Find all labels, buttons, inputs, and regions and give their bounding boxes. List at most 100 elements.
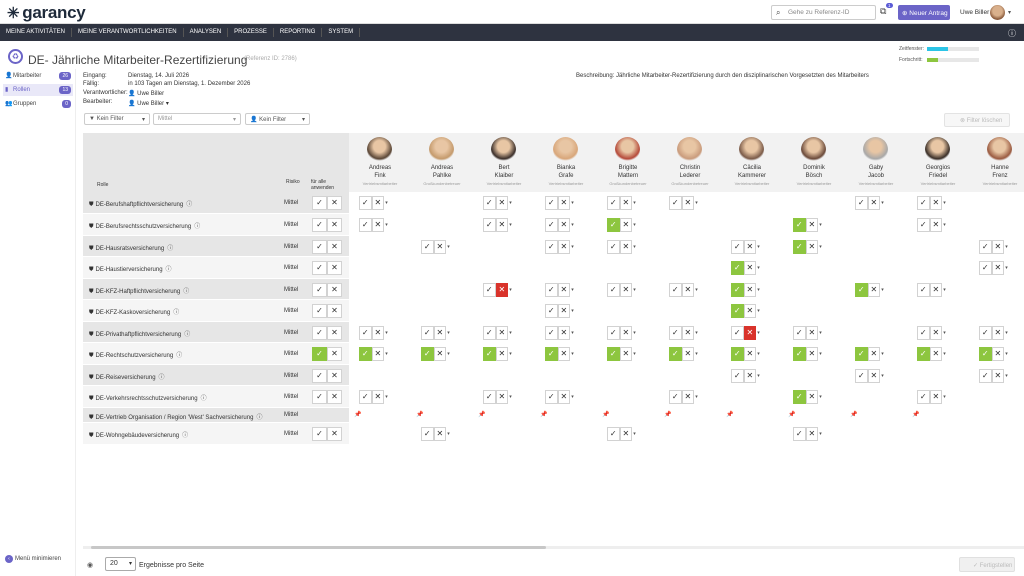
- reject-icon[interactable]: ✕: [371, 326, 385, 340]
- person-header[interactable]: Andreas Pahlke Großkundenbetreuer: [411, 133, 473, 192]
- chevron-down-icon[interactable]: ▾: [757, 265, 760, 271]
- reject-icon[interactable]: ✕: [929, 218, 943, 232]
- reject-icon[interactable]: ✕: [557, 240, 571, 254]
- chevron-down-icon[interactable]: ▾: [1005, 330, 1008, 336]
- reject-icon[interactable]: ✕: [619, 218, 633, 232]
- approve-icon[interactable]: ✓: [483, 283, 496, 297]
- reject-icon[interactable]: ✕: [743, 261, 757, 275]
- reject-icon[interactable]: ✕: [371, 347, 385, 361]
- person-header[interactable]: Bianka Grafe Vertriebsmitarbeiter: [535, 133, 597, 192]
- chevron-down-icon[interactable]: ▾: [757, 373, 760, 379]
- approve-icon[interactable]: ✓: [359, 196, 372, 210]
- chevron-down-icon[interactable]: ▾: [1008, 10, 1012, 16]
- chevron-down-icon[interactable]: ▾: [819, 244, 822, 250]
- approve-icon[interactable]: ✓: [312, 218, 327, 232]
- role-name[interactable]: ⛊ DE-Privathaftpflichtversicherung ⓘ: [89, 329, 190, 339]
- reject-icon[interactable]: ✕: [433, 347, 447, 361]
- approve-icon[interactable]: ✓: [731, 369, 744, 383]
- chevron-down-icon[interactable]: ▾: [385, 222, 388, 228]
- chevron-down-icon[interactable]: ▾: [819, 330, 822, 336]
- reject-icon[interactable]: ✕: [805, 326, 819, 340]
- approve-icon[interactable]: ✓: [669, 326, 682, 340]
- info-icon[interactable]: ⓘ: [200, 396, 207, 402]
- approve-icon[interactable]: ✓: [359, 326, 372, 340]
- approve-icon[interactable]: ✓: [607, 326, 620, 340]
- approve-icon[interactable]: ✓: [979, 369, 992, 383]
- approve-icon[interactable]: ✓: [731, 347, 744, 361]
- chevron-down-icon[interactable]: ▾: [943, 330, 946, 336]
- approve-icon[interactable]: ✓: [793, 218, 806, 232]
- chevron-down-icon[interactable]: ▾: [509, 200, 512, 206]
- nav-item-3[interactable]: PROZESSE: [228, 28, 274, 37]
- info-icon[interactable]: ⓘ: [173, 310, 180, 316]
- pin-icon[interactable]: 📌: [354, 412, 362, 418]
- approve-icon[interactable]: ✓: [607, 218, 620, 232]
- reject-icon[interactable]: ✕: [743, 326, 757, 340]
- approve-icon[interactable]: ✓: [607, 347, 620, 361]
- approve-icon[interactable]: ✓: [421, 240, 434, 254]
- reject-icon[interactable]: ✕: [495, 218, 509, 232]
- reject-icon[interactable]: ✕: [371, 196, 385, 210]
- info-icon[interactable]: ⓘ: [1008, 29, 1016, 38]
- chevron-down-icon[interactable]: ▾: [633, 244, 636, 250]
- chevron-down-icon[interactable]: ▾: [447, 351, 450, 357]
- approve-icon[interactable]: ✓: [312, 390, 327, 404]
- reject-icon[interactable]: ✕: [371, 218, 385, 232]
- info-icon[interactable]: ⓘ: [256, 415, 263, 421]
- role-name[interactable]: ⛊ DE-Reiseversicherung ⓘ: [89, 372, 165, 382]
- approve-icon[interactable]: ✓: [855, 369, 868, 383]
- reject-icon[interactable]: ✕: [495, 326, 509, 340]
- reject-icon[interactable]: ✕: [867, 347, 881, 361]
- approve-icon[interactable]: ✓: [483, 390, 496, 404]
- approve-icon[interactable]: ✓: [793, 240, 806, 254]
- approve-icon[interactable]: ✓: [979, 261, 992, 275]
- approve-icon[interactable]: ✓: [545, 347, 558, 361]
- approve-icon[interactable]: ✓: [607, 240, 620, 254]
- approve-icon[interactable]: ✓: [669, 196, 682, 210]
- info-icon[interactable]: ⓘ: [182, 433, 189, 439]
- reject-icon[interactable]: ✕: [433, 427, 447, 441]
- nav-item-2[interactable]: ANALYSEN: [184, 28, 229, 37]
- role-name[interactable]: ⛊ DE-Berufsrechtsschutzversicherung ⓘ: [89, 221, 200, 231]
- approve-icon[interactable]: ✓: [359, 390, 372, 404]
- chevron-down-icon[interactable]: ▾: [571, 394, 574, 400]
- approve-icon[interactable]: ✓: [545, 283, 558, 297]
- horizontal-scrollbar[interactable]: [83, 546, 1024, 549]
- approve-icon[interactable]: ✓: [312, 304, 327, 318]
- reject-icon[interactable]: ✕: [619, 240, 633, 254]
- reject-icon[interactable]: ✕: [327, 326, 342, 340]
- reject-icon[interactable]: ✕: [805, 347, 819, 361]
- approve-icon[interactable]: ✓: [312, 326, 327, 340]
- approve-icon[interactable]: ✓: [731, 261, 744, 275]
- approve-icon[interactable]: ✓: [669, 283, 682, 297]
- reject-icon[interactable]: ✕: [327, 390, 342, 404]
- pin-icon[interactable]: 📌: [540, 412, 548, 418]
- role-name[interactable]: ⛊ DE-Haustierversicherung ⓘ: [89, 264, 172, 274]
- person-header[interactable]: Andreas Fink Vertriebsmitarbeiter: [349, 133, 411, 192]
- reject-icon[interactable]: ✕: [327, 261, 342, 275]
- chevron-down-icon[interactable]: ▾: [571, 287, 574, 293]
- chevron-down-icon[interactable]: ▾: [695, 330, 698, 336]
- chevron-down-icon[interactable]: ▾: [757, 308, 760, 314]
- pin-icon[interactable]: 📌: [416, 412, 424, 418]
- search-input[interactable]: ⌕ Gehe zu Referenz-ID: [771, 5, 876, 20]
- approve-icon[interactable]: ✓: [545, 196, 558, 210]
- approve-icon[interactable]: ✓: [483, 196, 496, 210]
- chevron-down-icon[interactable]: ▾: [881, 373, 884, 379]
- reject-icon[interactable]: ✕: [743, 347, 757, 361]
- approve-icon[interactable]: ✓: [731, 283, 744, 297]
- pin-icon[interactable]: 📌: [850, 412, 858, 418]
- approve-icon[interactable]: ✓: [917, 283, 930, 297]
- reject-icon[interactable]: ✕: [557, 390, 571, 404]
- chevron-down-icon[interactable]: ▾: [1005, 244, 1008, 250]
- approve-icon[interactable]: ✓: [545, 304, 558, 318]
- user-name[interactable]: Uwe Biller: [960, 9, 990, 16]
- logo[interactable]: ✳ garancy: [7, 3, 86, 22]
- reject-icon[interactable]: ✕: [805, 218, 819, 232]
- approve-icon[interactable]: ✓: [359, 218, 372, 232]
- approve-icon[interactable]: ✓: [312, 347, 327, 361]
- pin-icon[interactable]: 📌: [912, 412, 920, 418]
- chevron-down-icon[interactable]: ▾: [757, 351, 760, 357]
- chevron-down-icon[interactable]: ▾: [695, 287, 698, 293]
- person-header[interactable]: Bert Klaiber Vertriebsmitarbeiter: [473, 133, 535, 192]
